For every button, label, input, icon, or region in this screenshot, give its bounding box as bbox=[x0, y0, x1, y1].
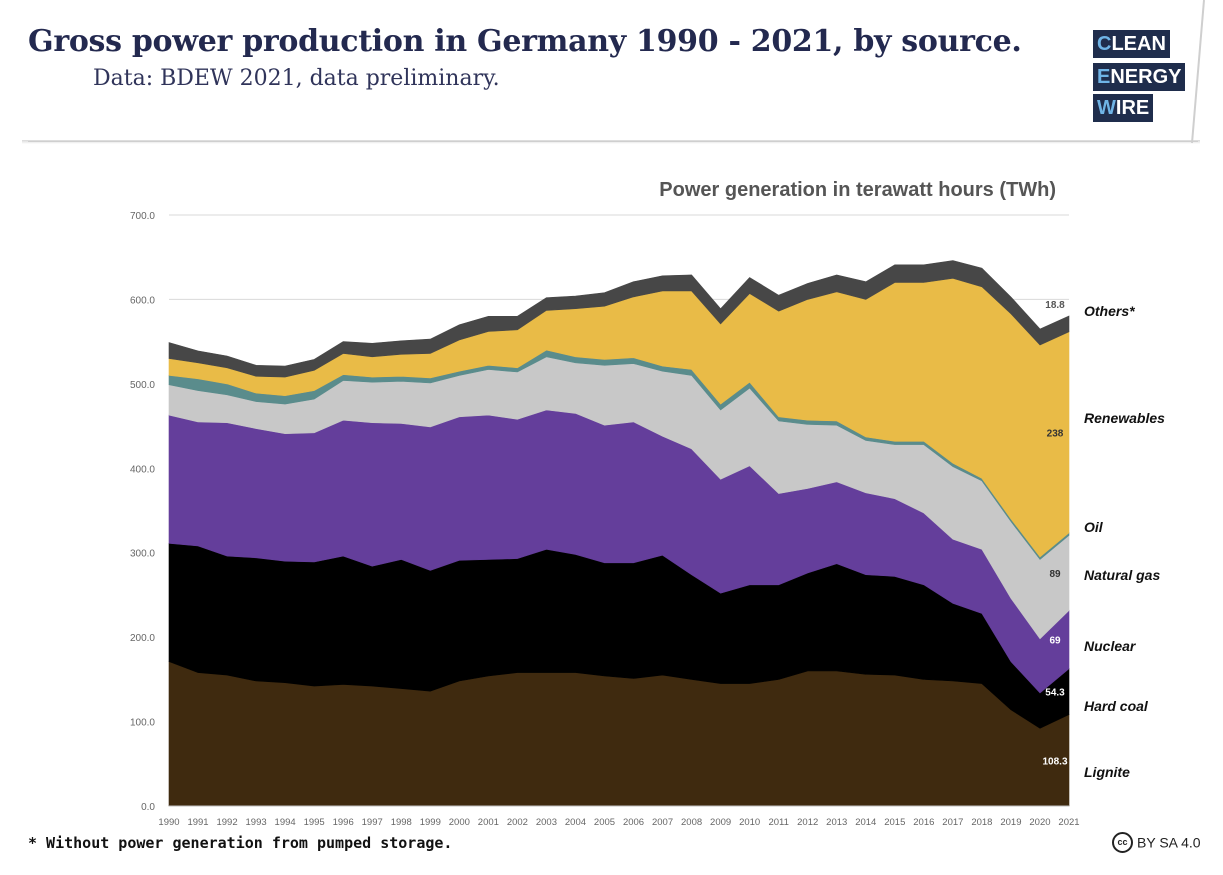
legend-label-hard-coal: Hard coal bbox=[1084, 698, 1149, 714]
logo-word-wire: WIRE bbox=[1093, 94, 1154, 122]
legend-label-natural-gas: Natural gas bbox=[1084, 567, 1160, 583]
x-tick-label: 1994 bbox=[275, 817, 296, 828]
data-label-nuclear: 69 bbox=[1049, 636, 1061, 647]
x-tick-label: 1997 bbox=[362, 817, 383, 828]
legend-label-nuclear: Nuclear bbox=[1084, 638, 1137, 654]
x-tick-label: 2002 bbox=[507, 817, 528, 828]
x-tick-label: 2018 bbox=[971, 817, 992, 828]
data-label-renewables: 238 bbox=[1047, 428, 1064, 439]
x-tick-label: 2016 bbox=[913, 817, 934, 828]
x-tick-label: 2003 bbox=[536, 817, 557, 828]
x-tick-label: 2001 bbox=[478, 817, 499, 828]
x-tick-label: 1999 bbox=[420, 817, 441, 828]
x-tick-label: 1992 bbox=[216, 817, 237, 828]
x-tick-label: 2005 bbox=[594, 817, 615, 828]
clean-energy-wire-logo: CLEAN ENERGY WIRE bbox=[1093, 30, 1193, 125]
x-tick-label: 1998 bbox=[391, 817, 412, 828]
footnote: * Without power generation from pumped s… bbox=[28, 834, 453, 852]
x-tick-label: 1990 bbox=[158, 817, 179, 828]
chart-title: Power generation in terawatt hours (TWh) bbox=[659, 179, 1056, 201]
x-tick-label: 2009 bbox=[710, 817, 731, 828]
legend-label-others: Others* bbox=[1084, 303, 1135, 319]
page-subtitle: Data: BDEW 2021, data preliminary. bbox=[93, 66, 500, 91]
x-tick-label: 2004 bbox=[565, 817, 586, 828]
page-title: Gross power production in Germany 1990 -… bbox=[28, 24, 1022, 59]
header-divider bbox=[28, 141, 1198, 142]
data-label-hard-coal: 54.3 bbox=[1045, 688, 1065, 699]
x-tick-label: 2017 bbox=[942, 817, 963, 828]
x-tick-label: 2014 bbox=[855, 817, 876, 828]
license-text: BY SA 4.0 bbox=[1137, 834, 1201, 851]
area-others bbox=[168, 260, 1070, 378]
license-badge: cc BY SA 4.0 bbox=[1112, 832, 1201, 853]
y-tick-label: 600.0 bbox=[130, 295, 155, 306]
legend-label-renewables: Renewables bbox=[1084, 410, 1165, 426]
x-tick-label: 2006 bbox=[623, 817, 644, 828]
data-label-lignite: 108.3 bbox=[1042, 756, 1067, 767]
x-tick-label: 2011 bbox=[768, 817, 788, 828]
y-tick-label: 100.0 bbox=[130, 718, 155, 729]
x-tick-label: 2013 bbox=[826, 817, 847, 828]
y-tick-label: 500.0 bbox=[130, 380, 155, 391]
header-divider-shadow bbox=[22, 140, 1200, 144]
x-tick-label: 2015 bbox=[884, 817, 905, 828]
x-tick-label: 1993 bbox=[246, 817, 267, 828]
x-tick-label: 2010 bbox=[739, 817, 760, 828]
y-tick-label: 200.0 bbox=[130, 633, 155, 644]
y-tick-label: 0.0 bbox=[141, 802, 155, 813]
x-tick-label: 1995 bbox=[304, 817, 325, 828]
y-tick-label: 300.0 bbox=[130, 549, 155, 560]
y-tick-label: 400.0 bbox=[130, 464, 155, 475]
x-tick-label: 1996 bbox=[333, 817, 354, 828]
stacked-area-chart: Power generation in terawatt hours (TWh)… bbox=[130, 179, 1165, 828]
legend-label-oil: Oil bbox=[1084, 519, 1104, 535]
x-tick-label: 2019 bbox=[1000, 817, 1021, 828]
x-tick-label: 2008 bbox=[681, 817, 702, 828]
x-tick-label: 2012 bbox=[797, 817, 818, 828]
cc-icon: cc bbox=[1112, 832, 1133, 853]
data-label-natural-gas: 89 bbox=[1049, 569, 1061, 580]
x-tick-label: 2000 bbox=[449, 817, 470, 828]
x-tick-label: 1991 bbox=[187, 817, 208, 828]
data-label-others: 18.8 bbox=[1045, 300, 1065, 311]
logo-word-energy: ENERGY bbox=[1093, 63, 1186, 91]
x-tick-label: 2007 bbox=[652, 817, 673, 828]
logo-word-clean: CLEAN bbox=[1093, 30, 1170, 58]
y-tick-label: 700.0 bbox=[130, 211, 155, 222]
x-tick-label: 2020 bbox=[1029, 817, 1050, 828]
legend-label-lignite: Lignite bbox=[1084, 764, 1130, 780]
x-tick-label: 2021 bbox=[1058, 817, 1079, 828]
header-slant-line bbox=[1191, 0, 1205, 144]
